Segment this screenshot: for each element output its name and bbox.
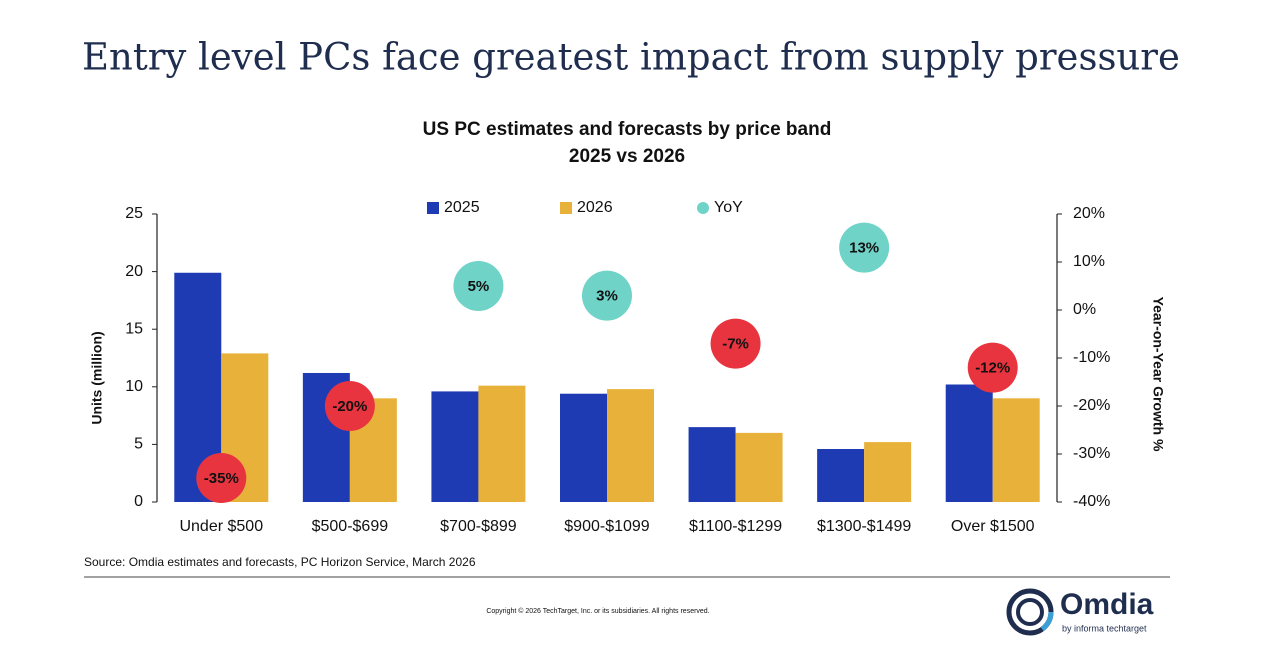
legend-swatch <box>697 202 709 214</box>
y-tick-label: 5 <box>134 436 143 453</box>
x-tick-label: $1300-$1499 <box>817 518 911 535</box>
chart-title: US PC estimates and forecasts by price b… <box>423 119 832 140</box>
y2-tick-label: 20% <box>1073 205 1105 222</box>
bubble <box>196 453 247 503</box>
bubble <box>710 318 761 369</box>
y2-tick-label: -10% <box>1073 349 1110 366</box>
y-tick-label: 0 <box>134 493 143 510</box>
bar <box>817 449 865 502</box>
legend-label: YoY <box>714 199 743 216</box>
bar <box>607 389 654 502</box>
legend-swatch <box>427 202 439 214</box>
y2-tick-label: 0% <box>1073 301 1096 318</box>
logo-tagline: by informa techtarget <box>1062 623 1147 633</box>
x-tick-label: $500-$699 <box>312 518 389 535</box>
x-tick-label: $700-$899 <box>440 518 517 535</box>
y2-tick-label: -30% <box>1073 445 1110 462</box>
bar <box>864 442 912 502</box>
legend-label: 2026 <box>577 199 613 216</box>
legend-swatch <box>560 202 572 214</box>
y2-axis-label: Year-on-Year Growth % <box>1150 297 1166 452</box>
bar <box>431 391 479 502</box>
x-tick-label: Over $1500 <box>951 518 1035 535</box>
bar <box>992 398 1040 502</box>
x-tick-label: Under $500 <box>179 518 263 535</box>
legend-label: 2025 <box>444 199 480 216</box>
bubble <box>453 261 504 311</box>
data-label: -7% <box>722 336 749 353</box>
logo: Omdia <box>1060 588 1154 621</box>
bar <box>945 384 993 502</box>
logo-icon <box>1006 588 1054 636</box>
data-label: -12% <box>975 360 1010 377</box>
slide-title: Entry level PCs face greatest impact fro… <box>82 36 1180 79</box>
bar <box>560 393 607 502</box>
y-tick-label: 15 <box>125 320 143 337</box>
bubble <box>324 381 375 431</box>
bubble <box>967 342 1018 393</box>
data-label: 13% <box>849 240 879 257</box>
data-label: -35% <box>204 470 239 487</box>
y2-tick-label: -40% <box>1073 493 1110 510</box>
x-tick-label: $900-$1099 <box>564 518 650 535</box>
y-tick-label: 10 <box>125 378 143 395</box>
data-label: 3% <box>596 288 618 305</box>
y2-tick-label: -20% <box>1073 397 1110 414</box>
y-axis-label: Units (million) <box>89 331 105 424</box>
y-tick-label: 25 <box>125 205 143 222</box>
x-tick-label: $1100-$1299 <box>689 518 782 535</box>
bubble <box>839 222 890 273</box>
bubble <box>582 270 632 321</box>
y-tick-label: 20 <box>125 263 143 280</box>
data-label: -20% <box>332 398 367 415</box>
source: Source: Omdia estimates and forecasts, P… <box>84 555 476 569</box>
bar <box>478 385 526 502</box>
bar <box>688 427 736 502</box>
copyright: Copyright © 2026 TechTarget, Inc. or its… <box>486 607 709 615</box>
chart-subtitle: 2025 vs 2026 <box>569 146 685 167</box>
data-label: 5% <box>468 278 490 295</box>
bar <box>735 432 783 502</box>
y2-tick-label: 10% <box>1073 253 1105 270</box>
